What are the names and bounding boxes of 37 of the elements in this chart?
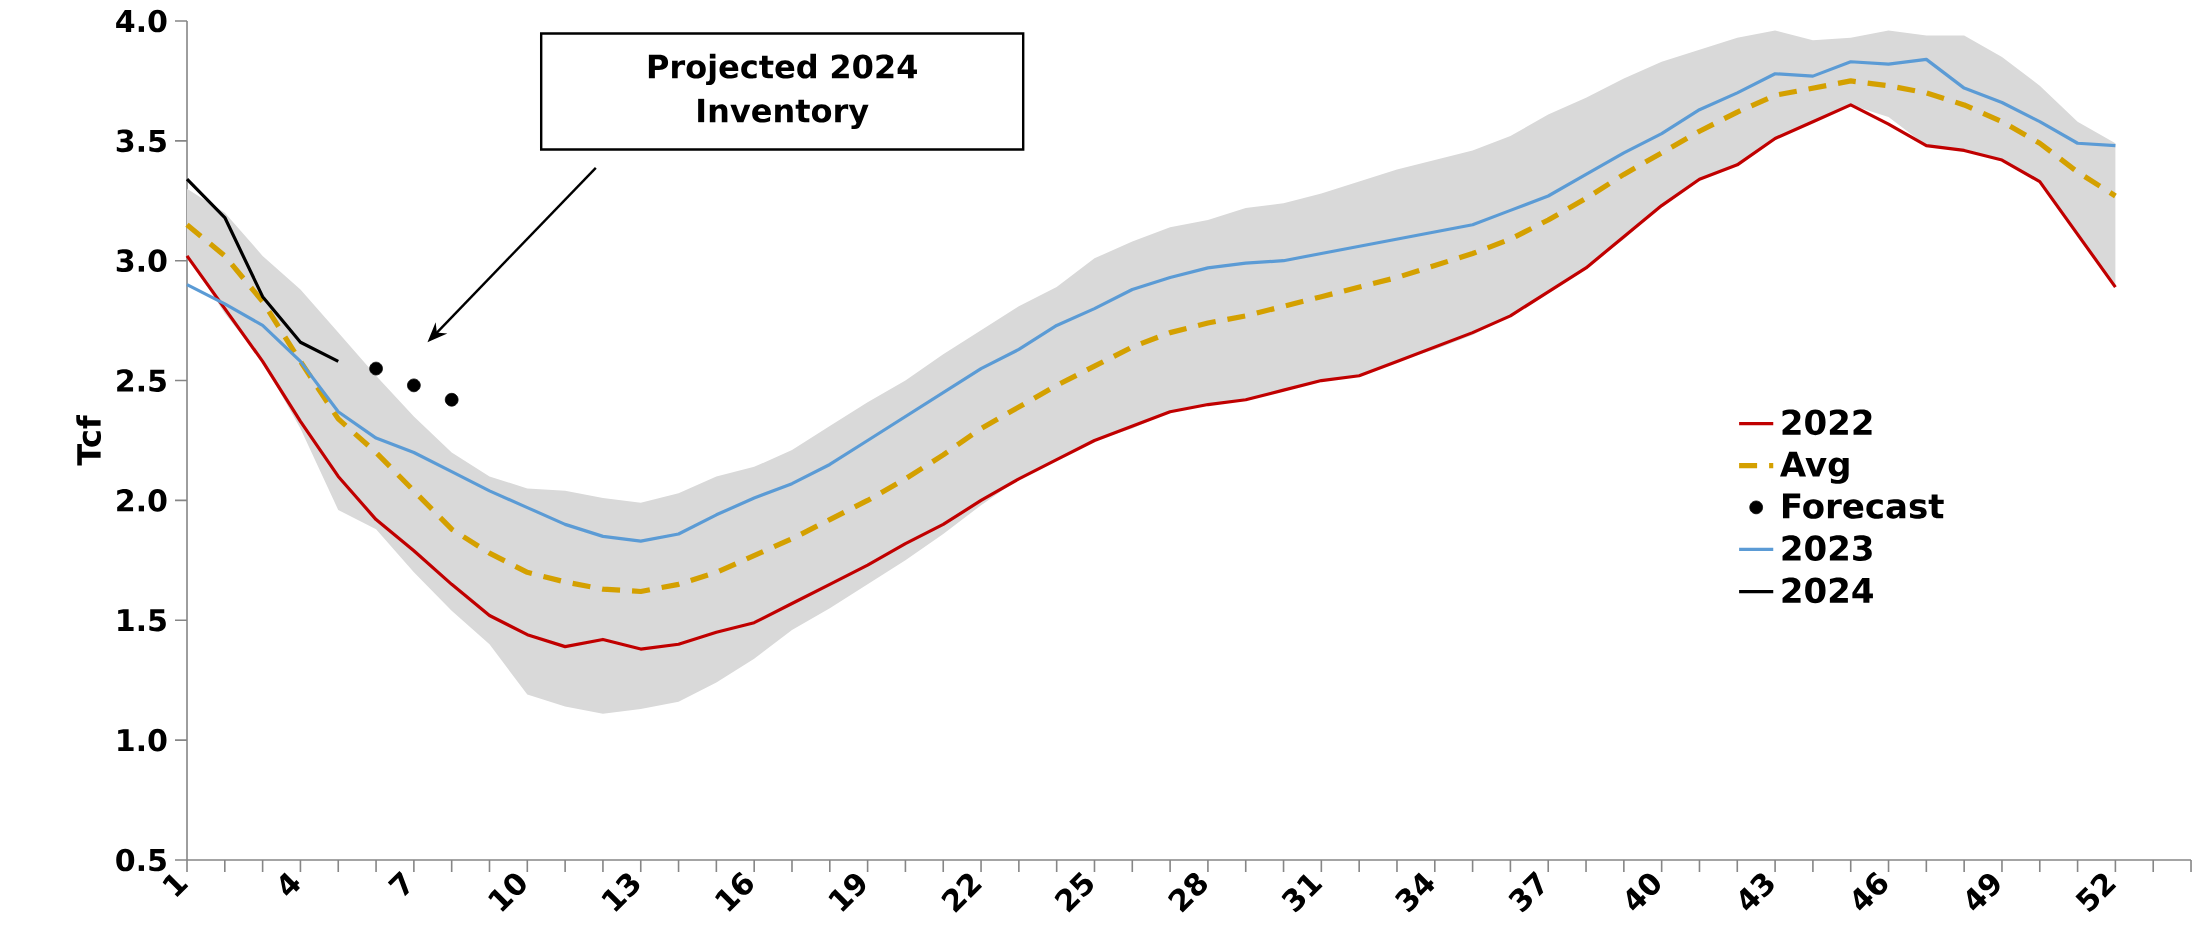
- y-tick-label: 1.0: [118, 728, 167, 752]
- y-tick-label: 2.5: [117, 369, 166, 392]
- legend-label: 2022: [1782, 409, 1872, 436]
- x-tick-label: 34: [1394, 872, 1435, 913]
- x-tick-label: 7: [387, 870, 409, 897]
- x-tick-label: 10: [488, 873, 526, 912]
- y-axis-title: Tcf: [76, 414, 102, 466]
- point: [444, 392, 459, 407]
- legend-label: 2023: [1782, 535, 1872, 561]
- point: [369, 361, 383, 376]
- x-tick-label: 49: [1966, 874, 2000, 911]
- legend-label: 2024: [1782, 577, 1873, 604]
- x-tick-label: 22: [941, 873, 983, 913]
- x-tick-label: 37: [1508, 870, 1544, 913]
- x-tick-label: 1: [162, 874, 189, 898]
- point: [407, 378, 421, 393]
- y-tick-label: 3.5: [116, 129, 166, 153]
- x-tick-label: 28: [1168, 873, 1207, 913]
- legend-label: Avg: [1780, 451, 1849, 484]
- x-tick-label: 4: [280, 872, 300, 896]
- x-tick-label: 13: [601, 873, 640, 912]
- annotation: Projected 2024 Inventory: [648, 53, 917, 130]
- x-tick-label: 52: [2075, 873, 2117, 912]
- x-tick-label: 31: [1281, 874, 1323, 913]
- legend-label: Forecast: [1782, 493, 1944, 519]
- x-tick-label: 25: [1054, 871, 1093, 913]
- x-tick-label: 46: [1853, 871, 1888, 911]
- y-tick-label: 3.0: [116, 249, 167, 273]
- y-tick-label: 0.5: [116, 848, 166, 872]
- x-tick-label: 43: [1739, 873, 1774, 911]
- x-tick-label: 16: [715, 871, 753, 912]
- y-tick-label: 2.0: [117, 489, 167, 512]
- x-tick-label: 19: [828, 874, 866, 912]
- y-tick-label: 4.0: [116, 9, 167, 33]
- x-tick-label: 40: [1626, 873, 1660, 911]
- y-tick-label: 1.5: [118, 609, 166, 632]
- line-series: [185, 177, 340, 363]
